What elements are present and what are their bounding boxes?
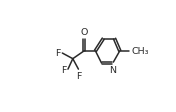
Text: O: O — [80, 28, 88, 37]
Text: N: N — [109, 65, 116, 74]
Text: F: F — [76, 72, 82, 81]
Text: F: F — [55, 49, 60, 58]
Text: CH₃: CH₃ — [131, 47, 149, 56]
Text: F: F — [61, 66, 67, 75]
